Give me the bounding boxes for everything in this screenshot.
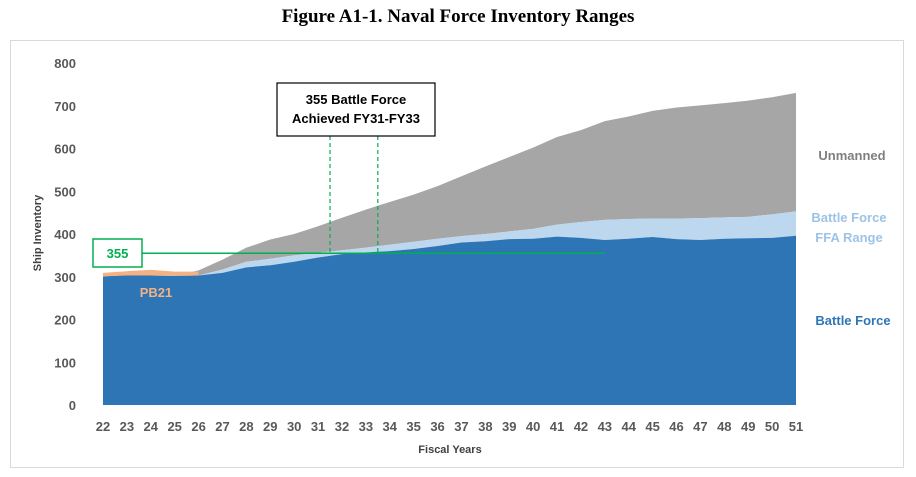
area-unmanned: [103, 92, 796, 277]
x-tick-label: 48: [717, 419, 731, 434]
label-battle-force-ffa-range-line2: FFA Range: [815, 230, 882, 245]
x-axis-title: Fiscal Years: [418, 444, 481, 456]
x-tick-label: 50: [765, 419, 779, 434]
x-tick-label: 49: [741, 419, 755, 434]
y-axis-title: Ship Inventory: [32, 194, 44, 271]
x-tick-label: 32: [335, 419, 349, 434]
area-pb21: [103, 269, 199, 277]
label-pb21: PB21: [140, 285, 173, 300]
reference-label-box: [92, 238, 143, 268]
x-tick-label: 27: [215, 419, 229, 434]
x-tick-label: 37: [454, 419, 468, 434]
x-tick-label: 40: [526, 419, 540, 434]
x-tick-label: 38: [478, 419, 492, 434]
x-tick-label: 51: [789, 419, 803, 434]
annotation-box: [276, 82, 436, 137]
y-tick-label: 700: [54, 99, 76, 114]
x-tick-label: 36: [430, 419, 444, 434]
area-battle-force: [103, 235, 796, 405]
y-tick-label: 400: [54, 227, 76, 242]
x-tick-label: 23: [120, 419, 134, 434]
x-tick-label: 31: [311, 419, 325, 434]
x-tick-label: 24: [144, 419, 159, 434]
y-tick-label: 600: [54, 142, 76, 157]
x-tick-label: 30: [287, 419, 301, 434]
chart-frame: [10, 40, 904, 468]
reference-label-355: 355: [107, 246, 129, 261]
x-tick-label: 39: [502, 419, 516, 434]
label-battle-force-ffa-range-line1: Battle Force: [811, 210, 886, 225]
x-tick-label: 25: [167, 419, 181, 434]
x-tick-label: 26: [191, 419, 205, 434]
annotation-line-1: 355 Battle Force: [306, 92, 406, 107]
label-battle-force: Battle Force: [815, 313, 890, 328]
x-tick-label: 35: [406, 419, 420, 434]
x-tick-label: 47: [693, 419, 707, 434]
y-tick-label: 800: [54, 56, 76, 71]
x-tick-label: 45: [645, 419, 659, 434]
y-tick-label: 300: [54, 270, 76, 285]
x-tick-label: 42: [574, 419, 588, 434]
y-tick-label: 200: [54, 313, 76, 328]
x-tick-label: 34: [383, 419, 398, 434]
x-tick-label: 33: [359, 419, 373, 434]
x-tick-label: 29: [263, 419, 277, 434]
y-tick-label: 100: [54, 355, 76, 370]
x-tick-label: 44: [621, 419, 636, 434]
x-tick-label: 28: [239, 419, 253, 434]
x-tick-label: 41: [550, 419, 564, 434]
y-tick-label: 500: [54, 184, 76, 199]
x-tick-label: 43: [598, 419, 612, 434]
x-tick-label: 22: [96, 419, 110, 434]
x-tick-label: 46: [669, 419, 683, 434]
figure-title: Figure A1-1. Naval Force Inventory Range…: [281, 6, 635, 27]
y-tick-label: 0: [69, 398, 76, 413]
label-unmanned: Unmanned: [818, 148, 885, 163]
annotation-line-2: Achieved FY31-FY33: [292, 111, 420, 126]
area-battle-force-ffa-range: [103, 211, 796, 277]
